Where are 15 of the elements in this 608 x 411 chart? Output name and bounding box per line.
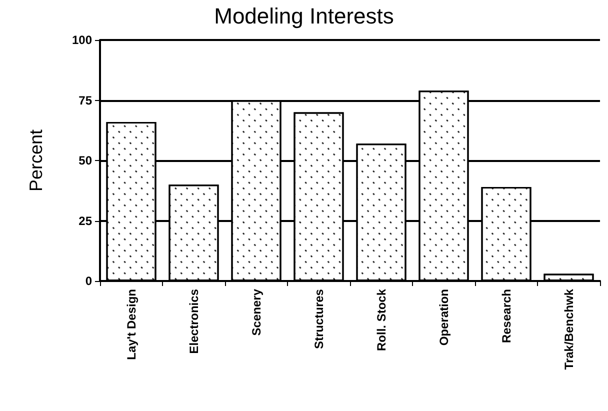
x-tick-label: Lay't Design (124, 289, 138, 360)
x-tick-label: Roll. Stock (374, 288, 388, 352)
x-tick-label: Operation (436, 289, 451, 346)
y-tick-label: 50 (78, 154, 92, 168)
chart-title: Modeling Interests (214, 4, 394, 28)
y-tick-label: 75 (78, 93, 92, 108)
y-tick-label: 25 (78, 214, 92, 228)
y-axis-title: Percent (26, 129, 46, 192)
x-tick-label: Trak/Benchwk (562, 288, 576, 370)
x-tick-label: Scenery (249, 288, 264, 336)
x-tick-label: Research (499, 289, 514, 344)
x-tick-label: Electronics (186, 288, 201, 354)
y-tick-label: 0 (85, 274, 92, 288)
x-tick-label: Structures (312, 288, 326, 350)
y-tick-label: 100 (72, 33, 92, 47)
